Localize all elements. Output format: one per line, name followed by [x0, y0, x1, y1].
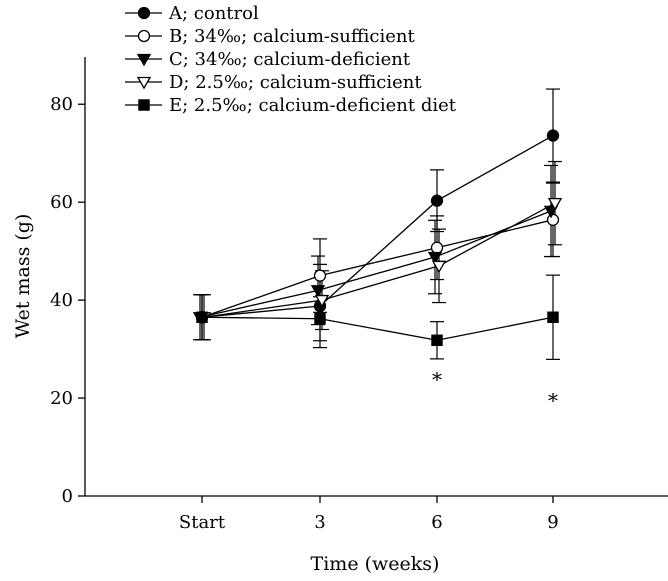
- legend-label-b: B; 34‰; calcium-sufficient: [169, 26, 415, 47]
- data-point-b-9: [546, 213, 560, 226]
- significance-marker-1: *: [548, 389, 558, 413]
- data-point-e-start: [196, 311, 208, 323]
- data-point-e-9: [547, 311, 559, 323]
- legend-marker-e: [138, 99, 150, 111]
- data-point-b-6: [430, 241, 444, 254]
- series-line-c: [199, 210, 552, 318]
- legend-item-e: E; 2.5‰; calcium-deficient diet: [125, 95, 457, 116]
- error-bars: [193, 88, 562, 360]
- x-tick-label-9: 9: [547, 512, 558, 533]
- data-point-c-9: [543, 205, 559, 219]
- data-point-c-6: [427, 251, 443, 265]
- legend-marker-c: [136, 53, 152, 67]
- legend-item-b: B; 34‰; calcium-sufficient: [125, 26, 415, 47]
- data-point-a-6: [430, 194, 444, 207]
- series-line-b: [201, 219, 554, 318]
- data-point-c-3: [310, 285, 326, 298]
- data-point-e-3: [314, 313, 326, 325]
- legend-marker-d: [136, 76, 152, 90]
- series-line-a: [201, 135, 554, 318]
- y-tick-label-40: 40: [50, 290, 73, 311]
- legend-marker-a: [137, 6, 151, 20]
- data-point-d-6: [431, 260, 447, 274]
- x-axis-title: Time (weeks): [311, 553, 440, 575]
- data-point-a-9: [546, 129, 560, 142]
- series-markers: [192, 129, 563, 347]
- x-tick-label-3: 3: [314, 512, 325, 533]
- legend-marker-b: [137, 29, 151, 43]
- legend-label-e: E; 2.5‰; calcium-deficient diet: [169, 95, 457, 116]
- y-tick-label-20: 20: [50, 388, 73, 409]
- series-line-e: [201, 316, 554, 341]
- y-tick-label-80: 80: [50, 94, 73, 115]
- y-tick-label-0: 0: [62, 486, 73, 507]
- plot-area: 0 20 40 60 80 Start 3 6 9 * *: [50, 57, 668, 533]
- data-point-e-6: [431, 334, 443, 347]
- y-tick-label-60: 60: [50, 192, 73, 213]
- data-point-d-3: [314, 294, 330, 308]
- x-tick-label-start: Start: [179, 512, 226, 533]
- data-point-d-9: [547, 197, 563, 211]
- legend-label-c: C; 34‰; calcium-deficient: [169, 49, 411, 70]
- legend-item-a: A; control: [125, 3, 259, 24]
- legend-label-a: A; control: [168, 3, 259, 24]
- series-lines: [199, 135, 556, 341]
- x-tick-label-6: 6: [431, 512, 442, 533]
- legend-label-d: D; 2.5‰; calcium-sufficient: [169, 72, 422, 93]
- series-line-d: [203, 202, 556, 318]
- y-axis-title: Wet mass (g): [12, 214, 34, 339]
- legend-item-c: C; 34‰; calcium-deficient: [125, 49, 411, 70]
- significance-marker-0: *: [432, 368, 442, 392]
- data-point-b-3: [313, 269, 327, 282]
- legend-item-d: D; 2.5‰; calcium-sufficient: [125, 72, 422, 93]
